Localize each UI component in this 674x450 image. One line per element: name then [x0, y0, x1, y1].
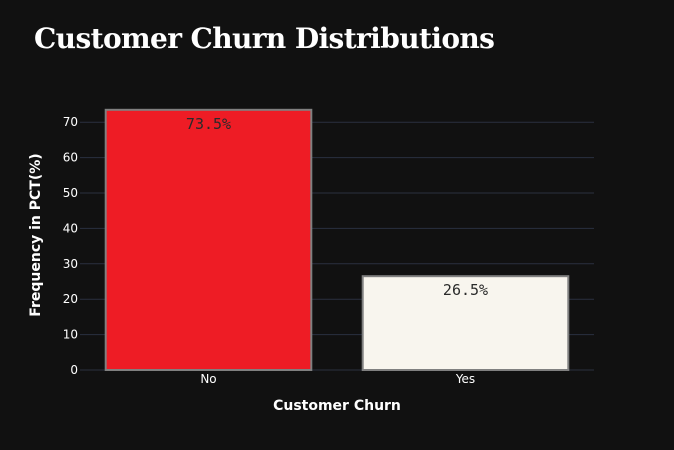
x-tick-label-no: No — [200, 372, 216, 386]
y-axis-title: Frequency in PCT(%) — [28, 153, 44, 316]
y-tick-label: 0 — [70, 363, 78, 377]
x-axis-ticks: No Yes — [200, 372, 475, 386]
y-tick-label: 60 — [63, 151, 78, 165]
y-tick-label: 30 — [63, 257, 78, 271]
y-axis-ticks: 0 10 20 30 40 50 60 70 — [63, 115, 78, 377]
bars: 73.5% 26.5% — [104, 108, 570, 371]
y-tick-label: 20 — [63, 292, 78, 306]
y-tick-label: 10 — [63, 328, 78, 342]
y-tick-label: 40 — [63, 221, 78, 235]
x-axis-title: Customer Churn — [273, 398, 401, 414]
y-tick-label: 70 — [63, 115, 78, 129]
y-tick-label: 50 — [63, 186, 78, 200]
bar-yes — [361, 275, 570, 371]
data-label-no: 73.5% — [186, 115, 231, 133]
x-tick-label-yes: Yes — [455, 372, 475, 386]
bar-no — [104, 108, 313, 371]
data-label-yes: 26.5% — [443, 281, 488, 299]
chart-title: Customer Churn Distributions — [34, 22, 495, 55]
